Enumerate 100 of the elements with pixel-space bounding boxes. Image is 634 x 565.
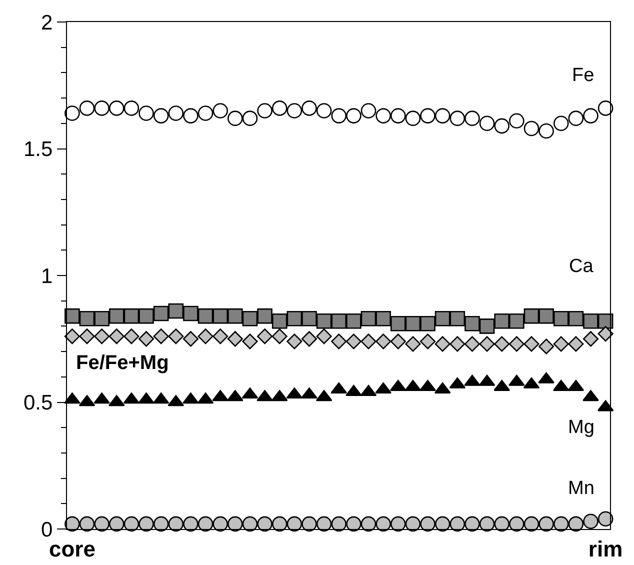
y-tick-label: 0.5 [23,392,53,415]
point [108,100,124,116]
point [538,123,554,139]
point [434,516,450,532]
point [272,313,288,329]
point [153,306,169,322]
point [450,516,466,532]
point [360,384,377,396]
point [64,106,80,121]
point [272,100,288,116]
point [153,108,169,124]
point [168,516,184,532]
point [553,310,569,326]
point [553,516,569,532]
point [390,516,406,532]
point [124,100,140,116]
point [272,328,288,344]
point [257,308,272,324]
point [94,100,110,116]
point [376,516,391,532]
point [464,110,480,126]
point [479,516,495,532]
point [508,336,524,352]
point [198,328,214,344]
point [286,334,302,350]
point [228,516,243,532]
point [242,310,258,326]
point [568,516,584,532]
point [524,336,540,352]
point [108,308,124,324]
point [390,108,406,124]
point [390,334,406,350]
point [568,110,584,126]
point [64,328,80,344]
point [183,306,198,322]
point [108,328,124,344]
point [182,331,199,347]
point [228,308,243,324]
point [331,313,347,329]
point [434,310,450,326]
point [316,103,332,118]
point [420,516,436,532]
point [94,310,110,326]
point [316,328,332,344]
point [538,516,554,532]
point [376,334,392,350]
point [286,310,302,326]
point [479,318,495,334]
x-tick-label: rim [588,536,623,562]
point [153,516,169,532]
point [228,110,243,126]
point [79,310,95,326]
series-label: Fe [572,65,594,86]
point [524,120,540,136]
point [346,313,362,329]
point [346,384,362,396]
point [583,313,598,329]
point [198,516,214,532]
point [212,103,228,118]
point [568,336,584,352]
point [494,516,510,532]
point [420,316,436,332]
point [138,308,154,324]
point [286,516,302,532]
point [582,331,599,347]
point [405,316,421,332]
point [79,328,95,344]
point [302,516,317,532]
point [212,328,228,344]
point [212,516,228,532]
point [376,310,391,326]
point [509,113,524,129]
point [242,334,258,350]
point [464,336,480,352]
point [583,514,598,530]
point [64,308,80,324]
point [479,116,495,132]
point [108,516,124,532]
point [153,328,169,344]
point [568,310,584,326]
point [168,303,184,319]
point [405,516,421,532]
point [494,336,510,352]
point [257,516,272,532]
point [434,108,450,124]
point [553,116,569,132]
point [360,310,376,326]
point [124,516,140,532]
point [316,313,332,329]
point [79,516,95,532]
point [450,336,466,352]
point [360,103,376,118]
point [464,316,480,332]
point [346,516,362,532]
point [450,310,466,326]
point [360,334,376,350]
point [494,118,510,134]
point [450,110,466,126]
point [331,334,347,350]
point [598,326,614,342]
